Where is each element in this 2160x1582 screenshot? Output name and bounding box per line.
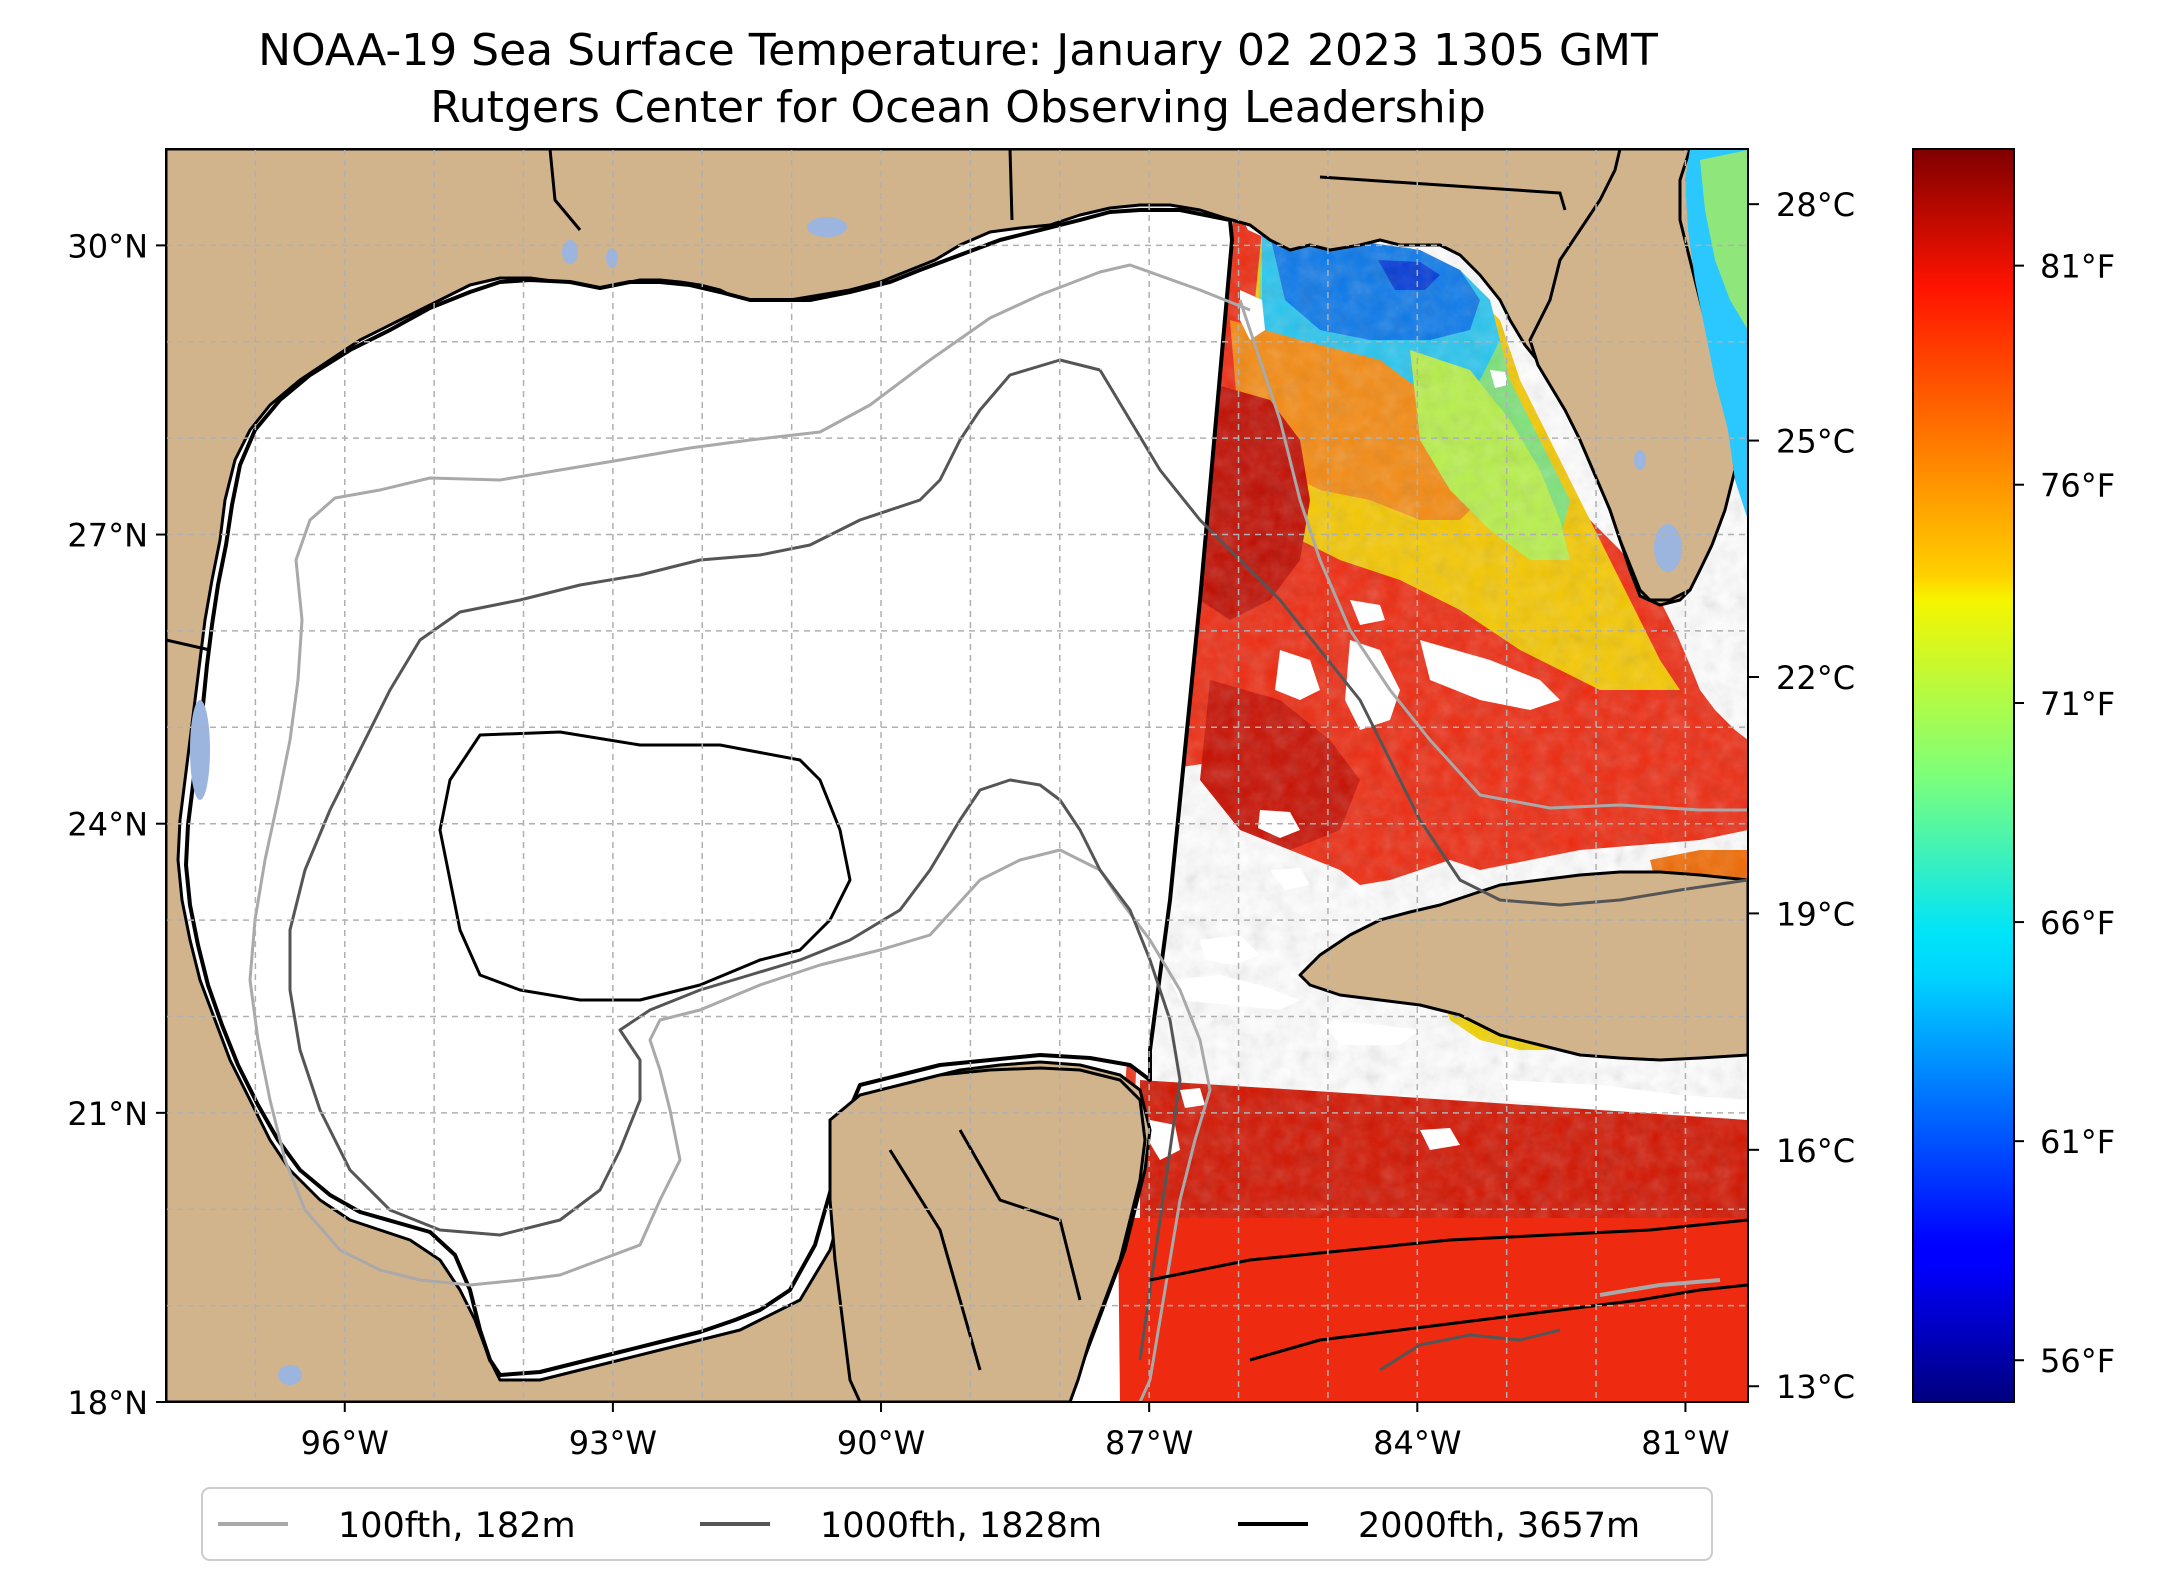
sst-hot-core-1 [1200, 380, 1310, 620]
x-tick-label: 96°W [301, 1424, 389, 1462]
x-axis-ticks: 96°W 93°W 90°W 87°W 84°W 81°W [301, 1402, 1730, 1462]
legend-entries: 100fth, 182m 1000fth, 1828m 2000fth, 3657m [218, 1506, 1640, 1546]
lake [1634, 450, 1646, 470]
y-axis-ticks: 18°N 21°N 24°N 27°N 30°N [67, 227, 166, 1422]
cloud-gap [1200, 935, 1260, 965]
border-line [548, 149, 582, 231]
sst-hot-core-2 [1200, 680, 1360, 850]
celsius-tick-label: 28°C [1776, 186, 1855, 224]
cloud-gap [1345, 640, 1400, 730]
cloud-gap [1420, 640, 1560, 710]
border-line [958, 1129, 1082, 1301]
cloud-gap [1420, 1128, 1460, 1150]
x-tick-label: 84°W [1373, 1424, 1461, 1462]
contour-100fth-east [1238, 299, 1748, 812]
cloud-gap [1240, 290, 1265, 340]
map-frame [165, 148, 1749, 1403]
cloud-gap [1350, 600, 1385, 625]
colorbar: 13°C 16°C 19°C 22°C 25°C 28°C 56°F 61°F 66°F 71°… [1749, 148, 2115, 1406]
fahrenheit-tick-label: 71°F [2040, 685, 2115, 723]
cloud-gap [1490, 370, 1508, 388]
lake [562, 240, 578, 264]
contour-100fth-caribbean [1599, 1278, 1721, 1297]
contour-legend: 100fth, 182m 1000fth, 1828m 2000fth, 3657m [201, 1487, 1713, 1561]
celsius-ticks: 13°C 16°C 19°C 22°C 25°C 28°C [1749, 186, 1855, 1406]
contour-2000fth-caribbean [1149, 1218, 1748, 1282]
contour-1000fth [288, 358, 1182, 1361]
border-line [166, 638, 211, 652]
celsius-tick-label: 16°C [1776, 1132, 1855, 1170]
y-tick-label: 24°N [67, 806, 148, 844]
border-line [1319, 175, 1567, 211]
contour-1000fth-caribbean [1379, 1328, 1561, 1372]
celsius-tick-label: 19°C [1776, 895, 1855, 933]
legend-box [201, 1487, 1713, 1561]
fahrenheit-tick-label: 81°F [2040, 248, 2115, 286]
border-line [1008, 149, 1014, 221]
y-tick-label: 30°N [67, 227, 148, 265]
cloud-gap [1270, 868, 1310, 890]
fahrenheit-tick-label: 56°F [2040, 1342, 2115, 1380]
lake [278, 1365, 302, 1385]
cloud-gap [1170, 975, 1300, 1010]
lake-pontchartrain [807, 217, 847, 237]
legend-label: 100fth, 182m [338, 1506, 576, 1546]
colorbar-gradient [1912, 148, 2015, 1403]
lakes [190, 217, 1682, 1385]
contour-2000fth-caribbean-2 [1249, 1283, 1748, 1362]
celsius-tick-label: 25°C [1776, 423, 1855, 461]
sst-bigbend-blue [1270, 235, 1480, 340]
celsius-tick-label: 22°C [1776, 659, 1855, 697]
border-line [888, 1149, 982, 1371]
sst-shelf-lime [1410, 350, 1570, 560]
bathymetry-contours [248, 263, 1748, 1402]
y-tick-label: 27°N [67, 517, 148, 555]
chart-title: NOAA-19 Sea Surface Temperature: January… [258, 25, 1658, 76]
x-tick-label: 87°W [1105, 1424, 1193, 1462]
cloud-gap [1320, 1020, 1420, 1045]
legend-label: 2000fth, 3657m [1358, 1506, 1640, 1546]
atlantic-warm-strip [1700, 150, 1748, 330]
map-panel [166, 149, 1748, 1402]
y-tick-label: 18°N [67, 1384, 148, 1422]
lake-okeechobee [1654, 524, 1682, 572]
yucatan-peninsula [828, 1066, 1147, 1402]
x-tick-label: 93°W [569, 1424, 657, 1462]
florida-peninsula [1528, 149, 1737, 602]
chart-subtitle: Rutgers Center for Ocean Observing Leade… [430, 82, 1486, 133]
contour-2000fth [438, 730, 852, 1002]
y-tick-label: 21°N [67, 1095, 148, 1133]
x-tick-label: 81°W [1641, 1424, 1729, 1462]
fahrenheit-tick-label: 61°F [2040, 1123, 2115, 1161]
map-axes: 96°W 93°W 90°W 87°W 84°W 81°W 18°N 21°N 24°N 27°… [67, 148, 1749, 1462]
fahrenheit-tick-label: 76°F [2040, 467, 2115, 505]
lagoon [190, 700, 210, 800]
cuba-land [1298, 870, 1748, 1062]
x-tick-label: 90°W [837, 1424, 925, 1462]
sst-coldest-patch [1378, 260, 1440, 290]
fahrenheit-tick-label: 66°F [2040, 904, 2115, 942]
cloud-gap [1275, 650, 1320, 700]
celsius-tick-label: 13°C [1776, 1368, 1855, 1406]
sst-cloud-gaps [1148, 290, 1748, 1160]
lake [606, 248, 618, 268]
state-boundaries [166, 149, 1567, 1371]
fahrenheit-ticks: 56°F 61°F 66°F 71°F 76°F 81°F [2014, 248, 2115, 1380]
legend-label: 1000fth, 1828m [820, 1506, 1102, 1546]
contour-1000fth-east [1098, 369, 1748, 907]
cloud-gap [1180, 1088, 1205, 1108]
